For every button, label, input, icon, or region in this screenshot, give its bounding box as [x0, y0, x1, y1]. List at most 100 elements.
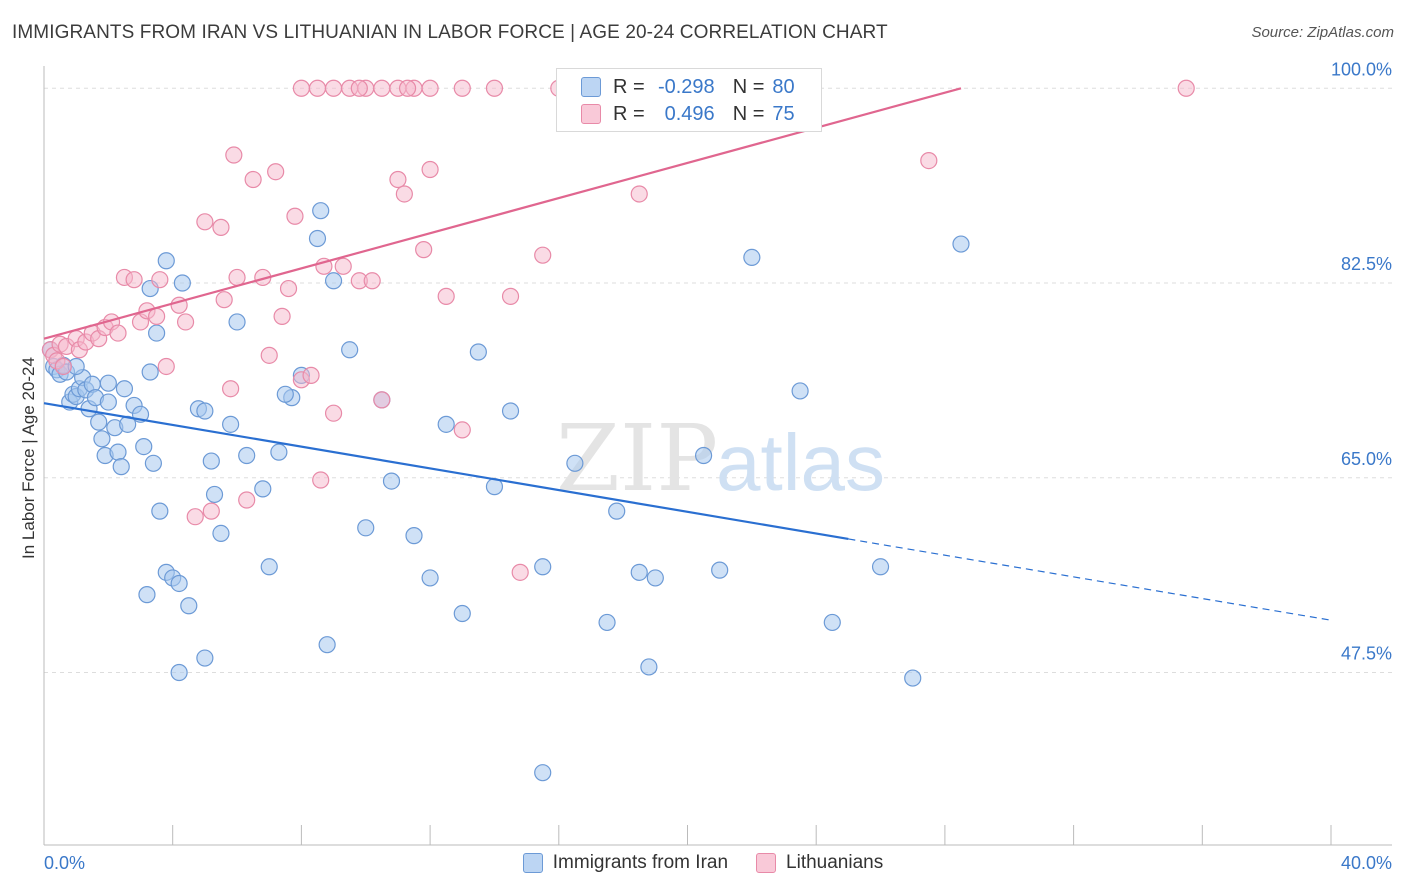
data-point-lithuanians	[511, 563, 529, 581]
data-point-iran	[228, 313, 246, 331]
y-tick-label: 65.0%	[1341, 449, 1392, 469]
data-point-iran	[157, 252, 175, 270]
data-point-iran	[112, 458, 130, 476]
data-point-lithuanians	[485, 79, 504, 97]
data-point-iran	[254, 480, 272, 498]
x-tick-label: 40.0%	[1341, 853, 1392, 873]
data-point-iran	[437, 415, 455, 433]
legend-swatch-iran	[581, 77, 601, 97]
data-point-iran	[341, 341, 359, 359]
data-point-lithuanians	[109, 324, 127, 342]
data-point-lithuanians	[151, 271, 169, 289]
data-point-iran	[170, 574, 188, 593]
data-point-iran	[534, 558, 552, 576]
data-point-lithuanians	[1177, 79, 1195, 97]
y-axis-label: In Labor Force | Age 20-24	[19, 357, 38, 559]
data-point-lithuanians	[308, 79, 327, 97]
points-iran	[41, 202, 970, 782]
legend-n-label: N =	[732, 102, 765, 125]
data-point-lithuanians	[176, 313, 195, 331]
data-point-iran	[115, 380, 134, 398]
legend-item-lithuanians[interactable]: Lithuanians	[756, 852, 883, 874]
legend-r-label: R =	[613, 102, 645, 125]
data-point-iran	[99, 374, 117, 392]
data-point-iran	[151, 502, 169, 520]
data-point-lithuanians	[244, 170, 262, 189]
correlation-legend: R = -0.298 N = 80 R = 0.496 N = 75	[556, 68, 822, 132]
data-point-iran	[93, 430, 111, 448]
data-point-lithuanians	[196, 213, 214, 231]
data-point-lithuanians	[395, 185, 413, 203]
x-tick-label: 0.0%	[44, 853, 85, 873]
data-point-iran	[469, 343, 487, 361]
data-point-lithuanians	[260, 346, 278, 364]
data-point-lithuanians	[148, 307, 166, 325]
data-point-iran	[823, 613, 841, 632]
data-point-lithuanians	[267, 163, 285, 181]
trend-lines	[43, 87, 1332, 621]
legend-n-label: N =	[732, 75, 765, 98]
data-point-lithuanians	[398, 79, 417, 97]
data-point-lithuanians	[302, 366, 320, 384]
data-point-lithuanians	[238, 491, 256, 509]
data-point-iran	[405, 527, 423, 545]
y-tick-label: 100.0%	[1331, 59, 1392, 79]
data-point-iran	[318, 636, 336, 654]
tick-labels: 47.5% 65.0% 82.5% 100.0% 0.0% 40.0%	[44, 59, 1392, 873]
legend-swatch-iran	[522, 853, 543, 873]
data-point-iran	[646, 569, 664, 587]
data-point-iran	[904, 669, 922, 687]
data-point-iran	[791, 382, 809, 400]
watermark: ZIP atlas	[556, 405, 885, 512]
data-point-lithuanians	[920, 151, 938, 170]
legend-r-value-iran: -0.298	[657, 75, 715, 98]
watermark-atlas: atlas	[716, 418, 885, 507]
legend-item-iran[interactable]: Immigrants from Iran	[522, 852, 729, 874]
legend-swatch-lithuanians	[581, 104, 601, 124]
data-point-lithuanians	[186, 508, 204, 526]
data-point-lithuanians	[421, 160, 439, 179]
data-point-iran	[871, 558, 890, 576]
data-point-lithuanians	[324, 79, 343, 97]
data-point-iran	[608, 502, 626, 520]
data-point-iran	[205, 485, 224, 504]
trend-line-iran	[43, 402, 849, 541]
data-point-iran	[109, 443, 127, 461]
data-point-iran	[312, 202, 330, 220]
data-point-iran	[421, 569, 439, 587]
legend-label-iran: Immigrants from Iran	[552, 852, 729, 873]
legend-r-value-lithuanians: 0.496	[664, 102, 715, 125]
data-point-iran	[566, 454, 584, 472]
data-point-lithuanians	[157, 357, 175, 376]
data-point-iran	[743, 248, 761, 267]
data-point-iran	[196, 402, 214, 420]
legend-r-label: R =	[613, 75, 645, 98]
data-point-iran	[148, 324, 166, 342]
axes	[43, 66, 1392, 846]
data-point-iran	[138, 586, 156, 604]
legend-swatch-lithuanians	[756, 853, 777, 873]
data-point-iran	[135, 437, 153, 456]
legend-row-iran: R = -0.298 N = 80	[581, 73, 795, 101]
data-point-iran	[212, 524, 230, 543]
data-point-iran	[173, 274, 191, 292]
data-point-iran	[99, 393, 117, 411]
data-point-iran	[276, 385, 294, 403]
data-point-iran	[453, 604, 471, 623]
data-point-lithuanians	[453, 79, 471, 97]
data-point-iran	[630, 563, 648, 581]
y-tick-label: 82.5%	[1341, 254, 1392, 274]
data-point-lithuanians	[501, 287, 520, 305]
data-point-iran	[598, 613, 616, 632]
data-point-lithuanians	[437, 287, 455, 305]
data-point-iran	[202, 452, 220, 470]
data-point-iran	[357, 519, 375, 537]
data-point-iran	[170, 663, 188, 682]
data-point-lithuanians	[222, 380, 240, 398]
data-point-lithuanians	[630, 185, 648, 203]
data-point-iran	[694, 446, 713, 465]
data-point-lithuanians	[212, 218, 230, 236]
trend-line-iran-extension	[848, 538, 1332, 621]
data-point-lithuanians	[421, 79, 439, 97]
